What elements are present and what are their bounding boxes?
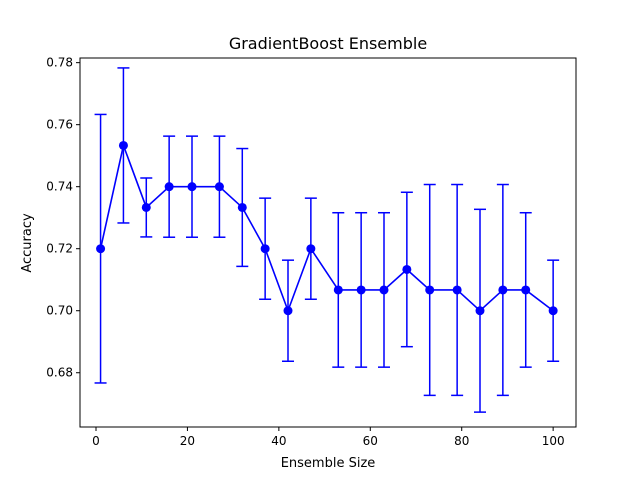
- data-point: [402, 264, 412, 274]
- chart-title: GradientBoost Ensemble: [229, 34, 427, 53]
- data-point: [260, 244, 270, 254]
- data-point: [498, 285, 508, 295]
- x-tick-label: 40: [271, 434, 286, 448]
- y-tick-label: 0.68: [46, 366, 73, 380]
- y-axis-ticks: 0.68 0.70 0.72 0.74 0.76 0.78: [46, 56, 80, 380]
- data-point: [521, 285, 531, 295]
- y-tick-label: 0.70: [46, 304, 73, 318]
- y-axis-label: Accuracy: [20, 213, 35, 273]
- x-tick-label: 60: [363, 434, 378, 448]
- x-tick-label: 20: [180, 434, 195, 448]
- data-point: [96, 244, 106, 254]
- data-point: [333, 285, 343, 295]
- data-point: [475, 306, 485, 316]
- y-tick-label: 0.74: [46, 180, 73, 194]
- x-axis-ticks: 0 20 40 60 80 100: [92, 427, 565, 448]
- x-axis-label: Ensemble Size: [281, 456, 376, 471]
- data-point: [283, 306, 293, 316]
- data-markers: [96, 140, 558, 316]
- data-point: [237, 202, 247, 212]
- data-point: [379, 285, 389, 295]
- data-point: [548, 306, 558, 316]
- plot-area-frame: [79, 57, 577, 428]
- y-tick-label: 0.72: [46, 242, 73, 256]
- data-point: [306, 244, 316, 254]
- data-point: [164, 182, 174, 192]
- data-point: [356, 285, 366, 295]
- data-point: [452, 285, 462, 295]
- data-point: [118, 140, 128, 150]
- x-tick-label: 0: [92, 434, 100, 448]
- y-tick-label: 0.78: [46, 56, 73, 70]
- data-point: [425, 285, 435, 295]
- y-tick-label: 0.76: [46, 118, 73, 132]
- data-point: [141, 202, 151, 212]
- x-tick-label: 80: [454, 434, 469, 448]
- data-point: [214, 182, 224, 192]
- data-point: [187, 182, 197, 192]
- x-tick-label: 100: [542, 434, 565, 448]
